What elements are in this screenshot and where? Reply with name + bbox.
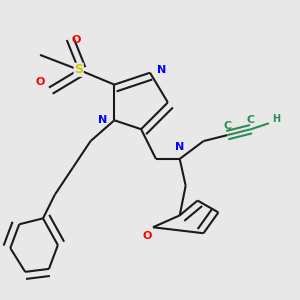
Text: N: N [98,115,107,125]
Text: O: O [71,35,80,45]
Text: C: C [247,115,255,125]
Text: H: H [272,114,281,124]
Text: O: O [142,231,152,241]
Text: O: O [35,76,45,87]
Text: C: C [223,121,231,131]
Text: S: S [74,63,83,76]
Text: N: N [157,65,167,75]
Text: N: N [175,142,184,152]
